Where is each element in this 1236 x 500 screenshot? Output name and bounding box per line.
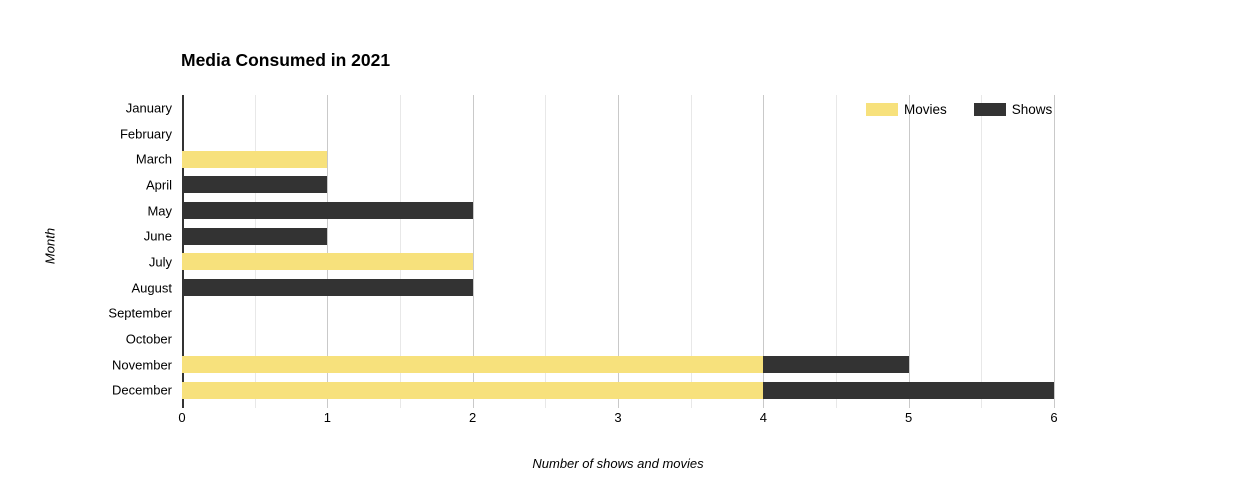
- y-axis-label-april: April: [145, 177, 172, 193]
- bar-segment-movies-march: [182, 150, 328, 168]
- bar-segment-shows-november: [763, 356, 909, 373]
- y-axis-label-march: March: [135, 151, 172, 167]
- y-axis-label-september: September: [108, 305, 172, 321]
- y-axis-label-october: October: [125, 331, 172, 347]
- plot-area: [182, 95, 1055, 408]
- y-axis-label-may: May: [147, 203, 172, 218]
- y-axis-line: [182, 95, 184, 408]
- bar-segment-shows-december: [763, 381, 1054, 399]
- y-axis-label-june: June: [143, 228, 172, 244]
- x-axis-tick-0: 0: [178, 410, 186, 425]
- bar-segment-movies-november: [182, 356, 764, 373]
- chart-title: Media Consumed in 2021: [181, 50, 391, 70]
- y-axis-label-august: August: [131, 280, 172, 295]
- legend: Movies Shows: [866, 102, 1052, 117]
- y-axis-title: Month: [42, 227, 58, 265]
- gridline: [618, 95, 619, 408]
- x-axis-tick-3: 3: [614, 410, 622, 425]
- bar-segment-movies-july: [182, 253, 473, 271]
- legend-item-movies[interactable]: Movies: [866, 102, 947, 117]
- legend-item-shows[interactable]: Shows: [973, 102, 1053, 117]
- gridline: [254, 95, 256, 408]
- movies-swatch-icon: [866, 103, 898, 116]
- y-axis-label-february: February: [119, 126, 172, 141]
- gridline: [472, 95, 474, 408]
- legend-label-movies: Movies: [904, 102, 947, 117]
- bar-segment-movies-december: [182, 381, 764, 399]
- bar-segment-shows-june: [182, 227, 328, 245]
- shows-swatch-icon: [973, 103, 1006, 116]
- y-axis-label-january: January: [125, 100, 172, 116]
- gridline: [981, 95, 983, 408]
- y-axis-label-november: November: [112, 357, 172, 372]
- gridline: [836, 95, 837, 408]
- gridline: [545, 95, 547, 408]
- bar-segment-shows-august: [182, 279, 473, 296]
- x-axis-tick-1: 1: [323, 410, 331, 425]
- x-axis-tick-6: 6: [1050, 410, 1058, 425]
- bar-segment-shows-april: [182, 176, 328, 194]
- x-axis-tick-4: 4: [759, 410, 767, 425]
- gridline: [400, 95, 401, 408]
- bar-segment-shows-may: [182, 202, 473, 219]
- x-axis-tick-2: 2: [469, 410, 477, 425]
- gridline: [908, 95, 910, 408]
- gridline: [690, 95, 692, 408]
- gridline: [763, 95, 765, 408]
- legend-label-shows: Shows: [1011, 102, 1053, 117]
- gridline: [327, 95, 329, 408]
- y-axis-label-july: July: [148, 254, 172, 270]
- x-axis-title: Number of shows and movies: [532, 456, 704, 471]
- gridline: [1054, 95, 1055, 408]
- x-axis-tick-5: 5: [905, 410, 913, 425]
- y-axis-label-december: December: [112, 382, 172, 398]
